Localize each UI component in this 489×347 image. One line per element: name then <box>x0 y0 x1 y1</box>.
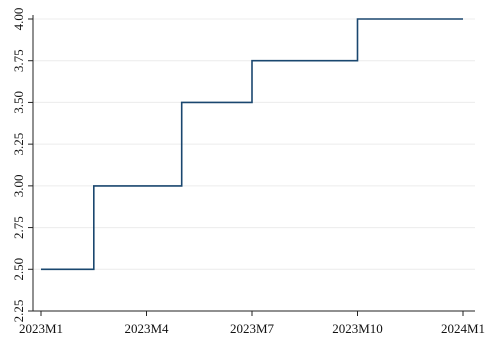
x-tick-label: 2023M7 <box>230 321 275 336</box>
x-tick-label: 2024M1 <box>441 321 485 336</box>
y-tick-label: 2.50 <box>11 258 26 281</box>
y-tick-label: 2.75 <box>11 216 26 239</box>
axes <box>28 15 475 316</box>
x-tick-label: 2023M10 <box>332 321 383 336</box>
series-layer <box>41 18 463 271</box>
y-tick-label: 4.00 <box>11 8 26 31</box>
y-tick-label: 3.50 <box>11 91 26 114</box>
tick-labels: 2.25 2.50 2.75 3.00 3.25 3.50 3.75 4.00 2023M1 20… <box>11 8 485 336</box>
x-tick-label: 2023M1 <box>19 321 63 336</box>
y-tick-label: 3.00 <box>11 174 26 197</box>
gridlines <box>33 18 475 312</box>
series-line <box>41 18 463 271</box>
y-tick-label: 3.75 <box>11 49 26 72</box>
y-tick-label: 2.25 <box>11 300 26 323</box>
x-tick-label: 2023M4 <box>124 321 169 336</box>
y-tick-label: 3.25 <box>11 133 26 156</box>
